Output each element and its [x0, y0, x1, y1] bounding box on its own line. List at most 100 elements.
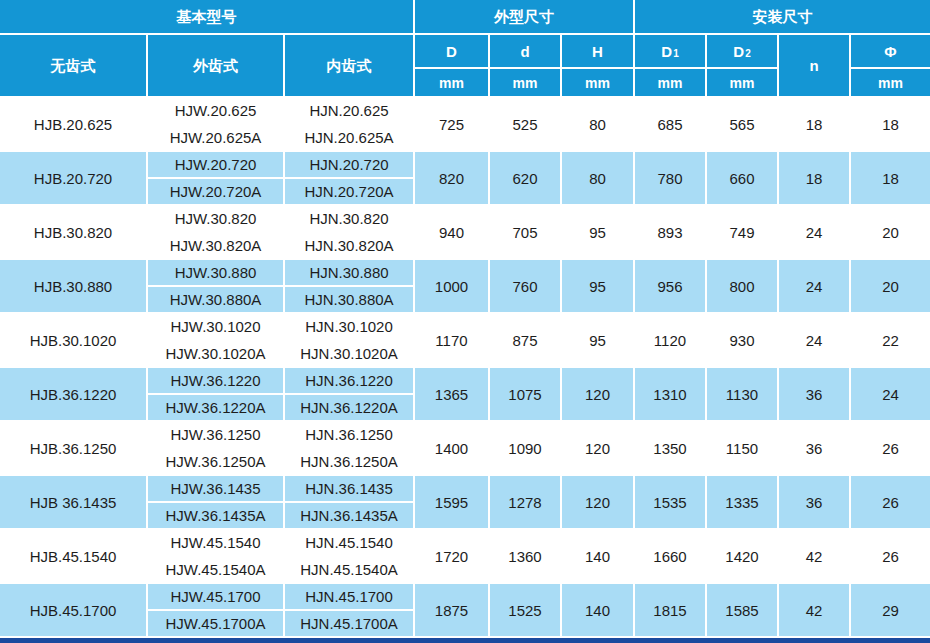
cell-mount-diameter-2: 660	[707, 152, 777, 204]
cell-external-gear-model: HJW.20.625	[148, 98, 283, 123]
cell-inner-diameter: 875	[490, 314, 560, 366]
cell-toothless-model: HJB.30.880	[0, 260, 146, 312]
cell-mount-diameter-1: 780	[635, 152, 705, 204]
cell-height: 80	[562, 152, 633, 204]
header-col-D1: D1	[635, 35, 705, 67]
table-header: 基本型号 外型尺寸 安装尺寸 无齿式 外齿式 内齿式 D d H D1 D2 n…	[0, 0, 930, 96]
cell-external-gear-model-a: HJW.20.625A	[148, 125, 283, 150]
table-row: HJB.20.625HJW.20.625HJW.20.625AHJN.20.62…	[0, 98, 930, 150]
unit-mm: mm	[707, 69, 777, 96]
col-label: H	[592, 44, 603, 59]
cell-internal-gear-model: HJN.45.1700	[285, 584, 413, 609]
cell-mount-diameter-2: 1585	[707, 584, 777, 636]
cell-bolt-count: 18	[779, 98, 849, 150]
cell-internal-gear-model-a: HJN.30.820A	[285, 233, 413, 258]
cell-external-gear-model-a: HJW.36.1220A	[148, 395, 283, 420]
header-col-D: D	[415, 35, 488, 67]
table-row: HJB.30.880HJW.30.880HJW.30.880AHJN.30.88…	[0, 260, 930, 312]
col-label-subscript: 1	[673, 49, 679, 59]
cell-internal-gear-model-a: HJN.45.1700A	[285, 611, 413, 636]
cell-mount-diameter-1: 1310	[635, 368, 705, 420]
cell-height: 120	[562, 476, 633, 528]
cell-bolt-count: 36	[779, 368, 849, 420]
cell-external-gear-model-a: HJW.30.880A	[148, 287, 283, 312]
cell-outer-diameter: 1365	[415, 368, 488, 420]
cell-internal-gear-model-a: HJN.20.720A	[285, 179, 413, 204]
cell-internal-gear-model-a: HJN.30.880A	[285, 287, 413, 312]
table-row: HJB.36.1220HJW.36.1220HJW.36.1220AHJN.36…	[0, 368, 930, 420]
cell-internal-gear-model: HJN.36.1250	[285, 422, 413, 447]
unit-mm: mm	[562, 69, 633, 96]
table-row: HJB.45.1700HJW.45.1700HJW.45.1700AHJN.45…	[0, 584, 930, 636]
cell-bolt-count: 42	[779, 584, 849, 636]
table-footer-bar	[0, 638, 930, 643]
cell-internal-gear-model: HJN.20.720	[285, 152, 413, 177]
cell-toothless-model: HJB.20.625	[0, 98, 146, 150]
cell-toothless-model: HJB.20.720	[0, 152, 146, 204]
cell-mount-diameter-2: 1130	[707, 368, 777, 420]
col-label: D	[661, 44, 672, 59]
cell-internal-gear-model-a: HJN.45.1540A	[285, 557, 413, 582]
cell-internal-gear-model-a: HJN.20.625A	[285, 125, 413, 150]
cell-inner-diameter: 1360	[490, 530, 560, 582]
cell-mount-diameter-2: 1335	[707, 476, 777, 528]
cell-mount-diameter-1: 1660	[635, 530, 705, 582]
cell-inner-diameter: 620	[490, 152, 560, 204]
cell-internal-gear-model: HJN.45.1540	[285, 530, 413, 555]
cell-height: 120	[562, 368, 633, 420]
cell-outer-diameter: 1170	[415, 314, 488, 366]
cell-mount-diameter-1: 1120	[635, 314, 705, 366]
cell-toothless-model: HJB 36.1435	[0, 476, 146, 528]
cell-bolt-count: 24	[779, 260, 849, 312]
cell-bolt-count: 24	[779, 206, 849, 258]
col-label: n	[809, 58, 818, 73]
cell-bolt-count: 36	[779, 422, 849, 474]
cell-hole-diameter: 26	[851, 530, 930, 582]
cell-height: 140	[562, 530, 633, 582]
header-col-phi: Φ	[851, 35, 930, 67]
cell-outer-diameter: 1400	[415, 422, 488, 474]
cell-external-gear-model-a: HJW.45.1540A	[148, 557, 283, 582]
header-external-gear: 外齿式	[148, 35, 283, 96]
col-label-subscript: 2	[745, 49, 751, 59]
cell-hole-diameter: 20	[851, 260, 930, 312]
cell-hole-diameter: 20	[851, 206, 930, 258]
cell-external-gear-model: HJW.20.720	[148, 152, 283, 177]
cell-mount-diameter-2: 800	[707, 260, 777, 312]
cell-inner-diameter: 1075	[490, 368, 560, 420]
cell-external-gear-model: HJW.36.1435	[148, 476, 283, 501]
cell-inner-diameter: 1278	[490, 476, 560, 528]
cell-toothless-model: HJB.45.1540	[0, 530, 146, 582]
cell-toothless-model: HJB.30.820	[0, 206, 146, 258]
cell-hole-diameter: 26	[851, 422, 930, 474]
header-outer-dim: 外型尺寸	[415, 0, 633, 33]
cell-mount-diameter-1: 1815	[635, 584, 705, 636]
cell-hole-diameter: 18	[851, 152, 930, 204]
header-toothless: 无齿式	[0, 35, 146, 96]
cell-internal-gear-model: HJN.30.820	[285, 206, 413, 231]
col-label: D	[733, 44, 744, 59]
cell-bolt-count: 18	[779, 152, 849, 204]
cell-bolt-count: 36	[779, 476, 849, 528]
unit-mm: mm	[635, 69, 705, 96]
cell-outer-diameter: 1000	[415, 260, 488, 312]
table-row: HJB.36.1250HJW.36.1250HJW.36.1250AHJN.36…	[0, 422, 930, 474]
cell-height: 95	[562, 206, 633, 258]
cell-internal-gear-model: HJN.36.1435	[285, 476, 413, 501]
cell-mount-diameter-2: 749	[707, 206, 777, 258]
cell-external-gear-model-a: HJW.36.1435A	[148, 503, 283, 528]
cell-external-gear-model-a: HJW.45.1700A	[148, 611, 283, 636]
cell-internal-gear-model-a: HJN.36.1250A	[285, 449, 413, 474]
cell-mount-diameter-2: 1420	[707, 530, 777, 582]
cell-inner-diameter: 1525	[490, 584, 560, 636]
cell-bolt-count: 42	[779, 530, 849, 582]
cell-mount-diameter-2: 565	[707, 98, 777, 150]
cell-inner-diameter: 525	[490, 98, 560, 150]
cell-mount-diameter-1: 893	[635, 206, 705, 258]
table-body: HJB.20.625HJW.20.625HJW.20.625AHJN.20.62…	[0, 98, 930, 636]
cell-toothless-model: HJB.30.1020	[0, 314, 146, 366]
table-row: HJB.30.1020HJW.30.1020HJW.30.1020AHJN.30…	[0, 314, 930, 366]
cell-external-gear-model-a: HJW.36.1250A	[148, 449, 283, 474]
cell-internal-gear-model-a: HJN.30.1020A	[285, 341, 413, 366]
cell-external-gear-model-a: HJW.30.820A	[148, 233, 283, 258]
